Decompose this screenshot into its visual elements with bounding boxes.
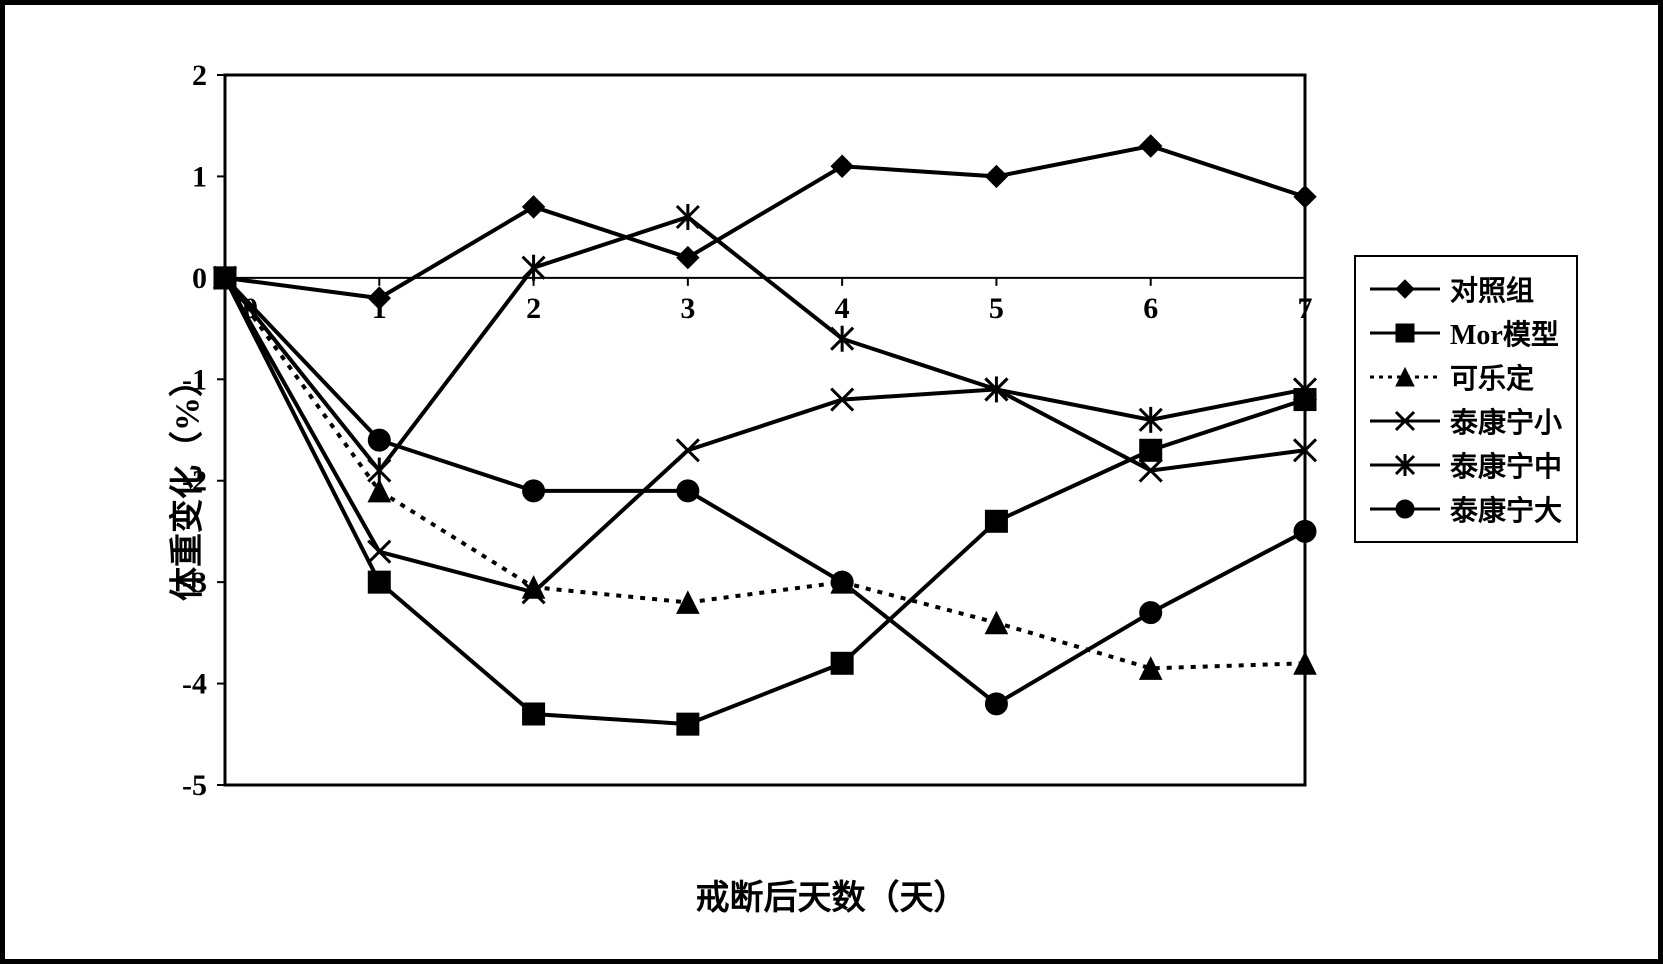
legend-swatch [1370,318,1440,348]
legend-label: 可乐定 [1450,357,1534,397]
legend-swatch [1370,362,1440,392]
legend-swatch [1370,450,1440,480]
chart-wrapper: 体重变化（%） -5-4-3-2-101201234567 戒断后天数（天） 对… [45,45,1618,919]
legend-item: Mor模型 [1370,311,1562,355]
legend: 对照组Mor模型可乐定泰康宁小泰康宁中泰康宁大 [1354,255,1578,543]
svg-text:5: 5 [989,292,1004,325]
chart-outer-frame: 体重变化（%） -5-4-3-2-101201234567 戒断后天数（天） 对… [0,0,1663,964]
svg-text:-4: -4 [182,668,207,701]
svg-text:-5: -5 [182,769,207,802]
legend-item: 可乐定 [1370,355,1562,399]
svg-text:2: 2 [526,292,541,325]
svg-text:1: 1 [192,160,207,193]
svg-text:6: 6 [1143,292,1158,325]
y-axis-label: 体重变化（%） [160,363,209,601]
svg-text:3: 3 [680,292,695,325]
legend-item: 对照组 [1370,267,1562,311]
legend-label: 泰康宁大 [1450,489,1562,529]
x-axis-label: 戒断后天数（天） [696,870,968,919]
legend-swatch [1370,274,1440,304]
legend-label: 泰康宁小 [1450,401,1562,441]
legend-item: 泰康宁中 [1370,443,1562,487]
legend-item: 泰康宁大 [1370,487,1562,531]
legend-label: 泰康宁中 [1450,445,1562,485]
legend-swatch [1370,494,1440,524]
legend-item: 泰康宁小 [1370,399,1562,443]
svg-text:7: 7 [1298,292,1313,325]
legend-label: 对照组 [1450,269,1534,309]
svg-text:0: 0 [192,262,207,295]
legend-label: Mor模型 [1450,313,1559,353]
svg-text:2: 2 [192,59,207,92]
svg-text:4: 4 [835,292,850,325]
legend-swatch [1370,406,1440,436]
